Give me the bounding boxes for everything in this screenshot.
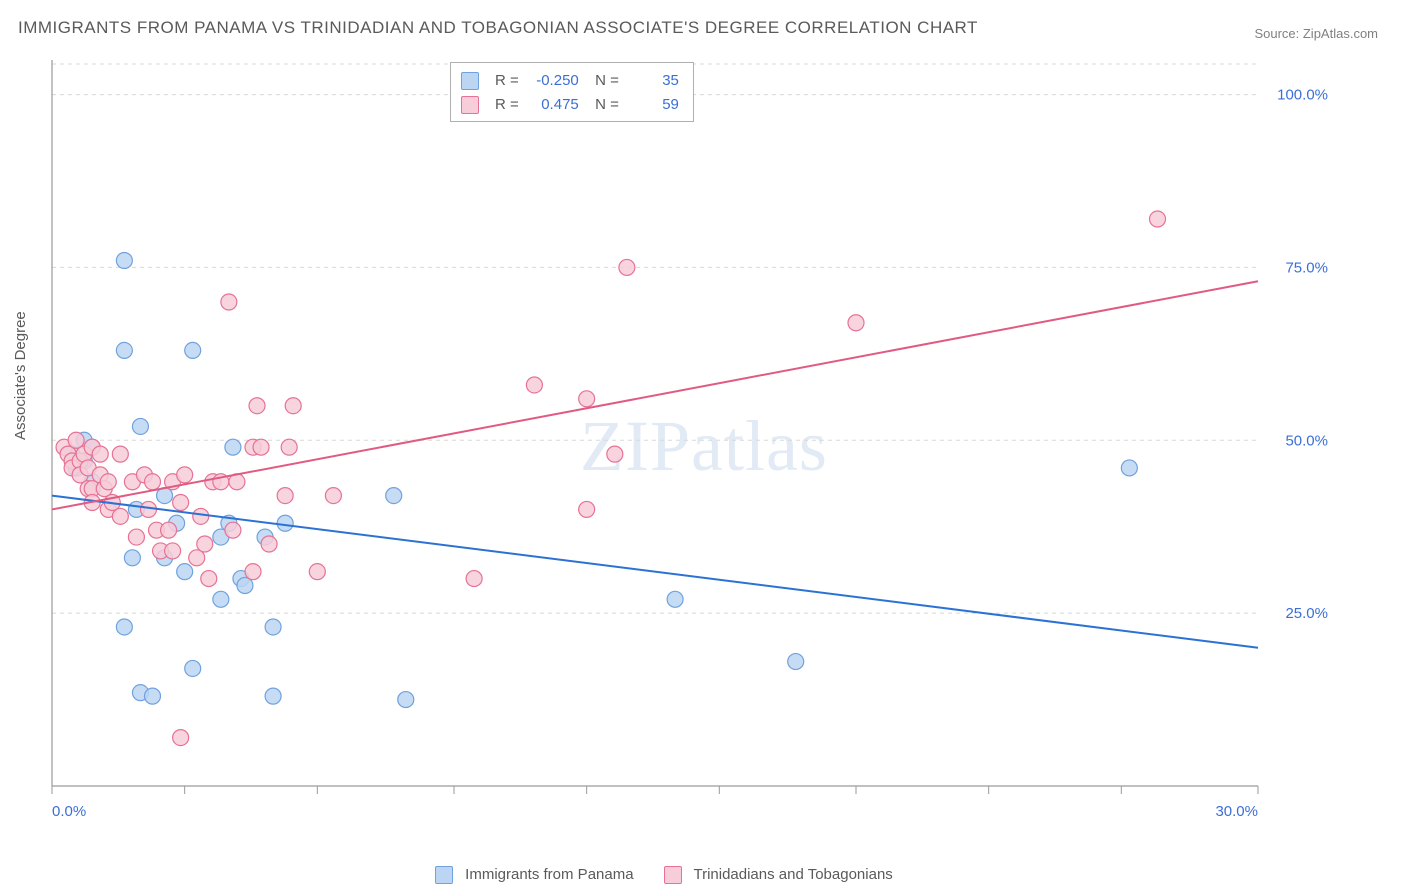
swatch-icon (461, 72, 479, 90)
stats-row-2: R =0.475 N =59 (461, 93, 679, 117)
legend-item-1: Immigrants from Panama (435, 866, 634, 884)
scatter-plot: 25.0% 50.0% 75.0% 100.0% 0.0% 30.0% (48, 56, 1338, 826)
svg-text:25.0%: 25.0% (1285, 605, 1328, 622)
svg-text:75.0%: 75.0% (1285, 259, 1328, 276)
series-legend: Immigrants from Panama Trinidadians and … (435, 866, 893, 884)
stats-row-1: R =-0.250 N =35 (461, 69, 679, 93)
y-axis-label: Associate's Degree (12, 311, 29, 440)
svg-text:100.0%: 100.0% (1277, 87, 1328, 104)
svg-text:50.0%: 50.0% (1285, 432, 1328, 449)
svg-text:30.0%: 30.0% (1215, 803, 1258, 820)
chart-title: IMMIGRANTS FROM PANAMA VS TRINIDADIAN AN… (18, 18, 978, 38)
swatch-icon (435, 866, 453, 884)
source-label: Source: ZipAtlas.com (1254, 26, 1378, 41)
swatch-icon (461, 96, 479, 114)
swatch-icon (664, 866, 682, 884)
svg-text:0.0%: 0.0% (52, 803, 86, 820)
legend-item-2: Trinidadians and Tobagonians (664, 866, 893, 884)
stats-legend: R =-0.250 N =35 R =0.475 N =59 (450, 62, 694, 122)
